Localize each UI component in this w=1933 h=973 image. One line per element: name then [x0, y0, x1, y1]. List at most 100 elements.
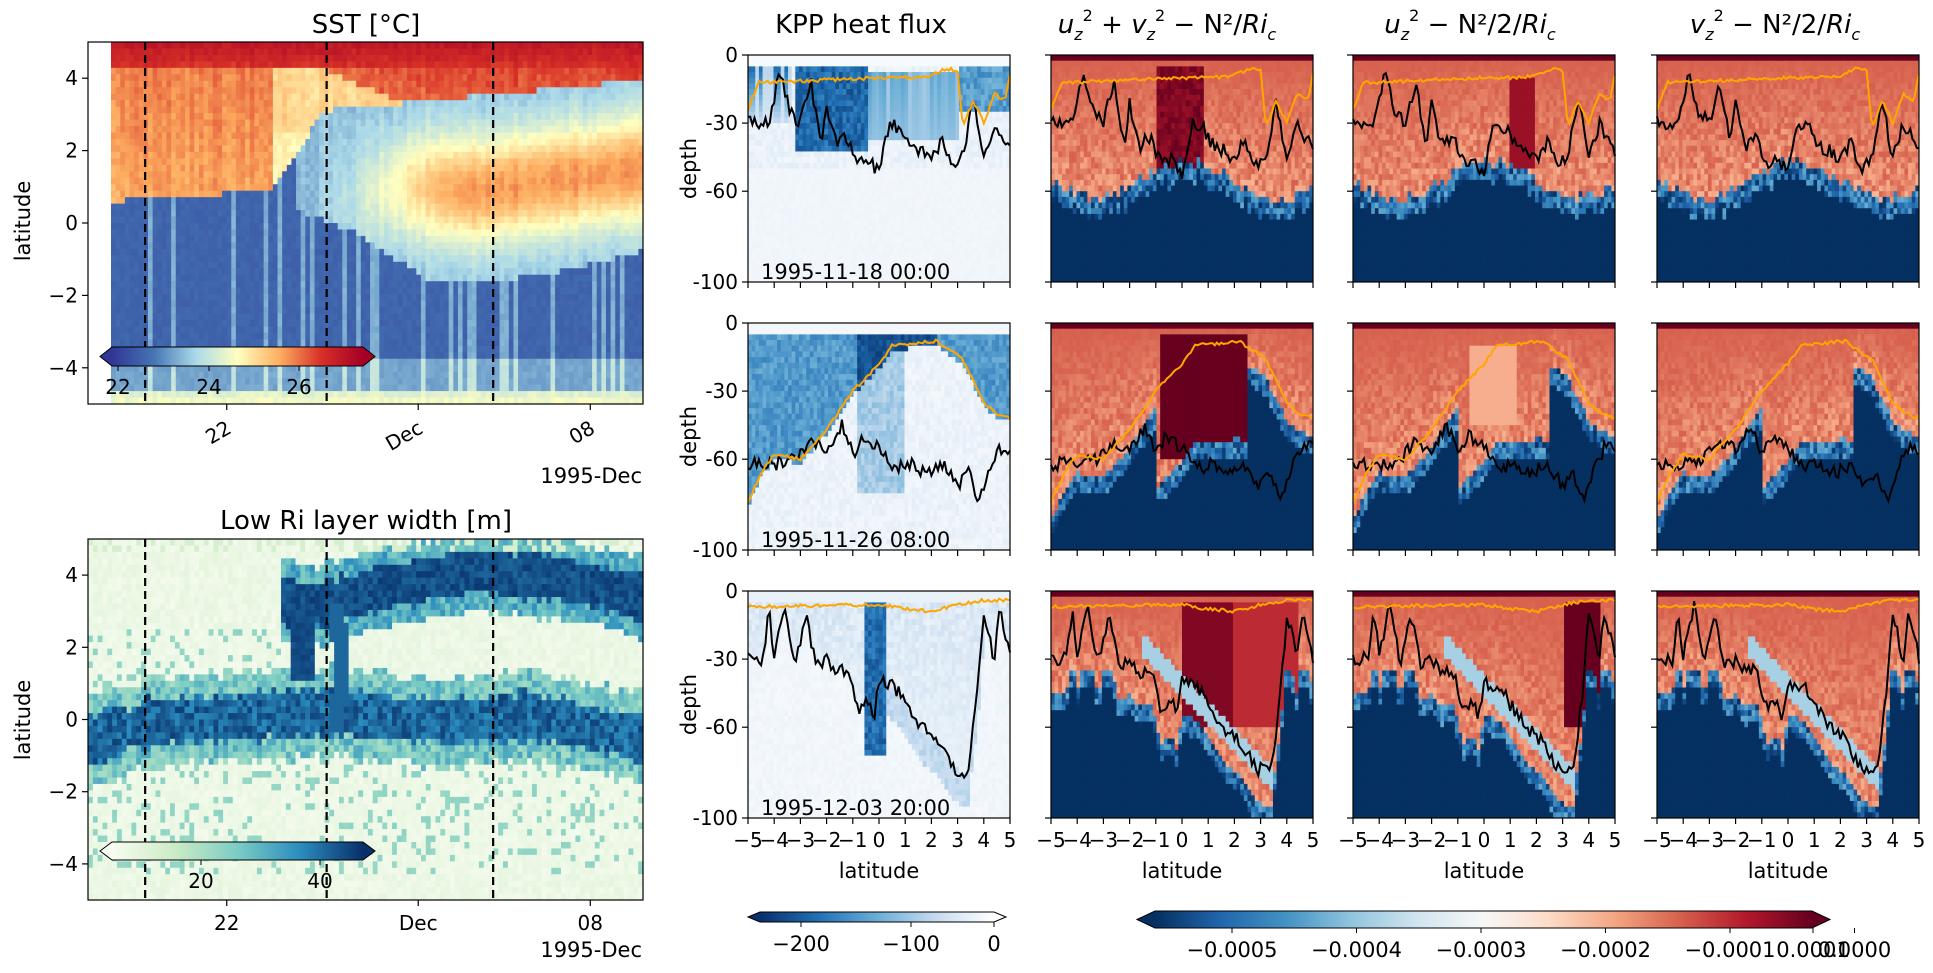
sst-cell: [185, 372, 190, 379]
sst-cell: [130, 152, 135, 159]
sst-cell: [139, 94, 144, 101]
sst-cell: [190, 197, 195, 204]
sst-cell: [176, 87, 181, 94]
sst-cell: [167, 229, 172, 236]
sst-cell: [185, 391, 190, 398]
sst-cell: [208, 255, 213, 262]
sst-cell: [171, 255, 176, 262]
sst-cell: [190, 268, 195, 275]
sst-cell: [120, 158, 125, 165]
sst-cell: [217, 48, 222, 55]
sst-cell: [217, 333, 222, 340]
sst-cell: [204, 120, 209, 127]
sst-cell: [153, 81, 158, 88]
sst-cell: [185, 139, 190, 146]
sst-cell: [116, 178, 121, 185]
sst-cell: [190, 339, 195, 346]
sst-cell: [157, 307, 162, 314]
sst-cell: [227, 120, 232, 127]
sst-cell: [236, 100, 241, 107]
sst-cell: [180, 372, 185, 379]
sst-cell: [194, 94, 199, 101]
sst-cell: [194, 217, 199, 224]
sst-cell: [157, 165, 162, 172]
sst-cell: [208, 262, 213, 269]
sst-cell: [254, 171, 259, 178]
sst-cell: [180, 307, 185, 314]
sst-cell: [217, 152, 222, 159]
sst-cell: [139, 288, 144, 295]
sst-cell: [157, 326, 162, 333]
sst-cell: [259, 139, 264, 146]
sst-cell: [222, 61, 227, 68]
sst-cell: [217, 191, 222, 198]
sst-cell: [199, 100, 204, 107]
sst-cell: [157, 139, 162, 146]
sst-cell: [171, 100, 176, 107]
sst-cell: [162, 100, 167, 107]
sst-cell: [217, 42, 222, 49]
sst-cell: [194, 61, 199, 68]
sst-cell: [157, 378, 162, 385]
sst-cell: [199, 158, 204, 165]
sst-cell: [254, 204, 259, 211]
sst-cell: [120, 48, 125, 55]
sst-cell: [259, 184, 264, 191]
sst-cell: [162, 255, 167, 262]
sst-cell: [227, 314, 232, 321]
sst-cell: [180, 242, 185, 249]
sst-cell: [254, 197, 259, 204]
sst-cell: [190, 301, 195, 308]
sst-cell: [153, 385, 158, 392]
sst-cell: [236, 152, 241, 159]
sst-cell: [176, 55, 181, 62]
sst-cell: [171, 61, 176, 68]
sst-cell: [254, 61, 259, 68]
sst-cell: [194, 184, 199, 191]
sst-cell: [120, 81, 125, 88]
sst-cell: [231, 339, 236, 346]
sst-cell: [139, 184, 144, 191]
sst-cell: [250, 333, 255, 340]
sst-cell: [190, 74, 195, 81]
sst-cell: [139, 339, 144, 346]
sst-cell: [116, 171, 121, 178]
sst-cell: [217, 204, 222, 211]
sst-cell: [222, 81, 227, 88]
sst-cell: [213, 217, 218, 224]
sst-cell: [190, 333, 195, 340]
sst-cell: [176, 100, 181, 107]
sst-cell: [236, 107, 241, 114]
sst-cell: [148, 139, 153, 146]
sst-cell: [222, 165, 227, 172]
sst-cell: [148, 223, 153, 230]
sst-cell: [222, 100, 227, 107]
sst-cell: [241, 288, 246, 295]
sst-cell: [199, 74, 204, 81]
sst-cell: [176, 372, 181, 379]
sst-cell: [171, 372, 176, 379]
sst-cell: [194, 165, 199, 172]
sst-cell: [130, 191, 135, 198]
sst-cell: [139, 171, 144, 178]
sst-cell: [125, 100, 130, 107]
sst-cell: [167, 158, 172, 165]
sst-cell: [199, 229, 204, 236]
sst-cell: [167, 242, 172, 249]
sst-cell: [111, 242, 116, 249]
sst-cell: [120, 236, 125, 243]
sst-cell: [190, 152, 195, 159]
sst-cell: [153, 262, 158, 269]
sst-cell: [245, 294, 250, 301]
sst-cell: [231, 242, 236, 249]
sst-cell: [204, 301, 209, 308]
sst-cell: [134, 229, 139, 236]
sst-cell: [157, 333, 162, 340]
sst-cell: [111, 55, 116, 62]
sst-cell: [236, 120, 241, 127]
sst-cell: [157, 107, 162, 114]
sst-cell: [217, 61, 222, 68]
sst-cell: [231, 48, 236, 55]
sst-cell: [213, 68, 218, 75]
sst-cell: [254, 178, 259, 185]
